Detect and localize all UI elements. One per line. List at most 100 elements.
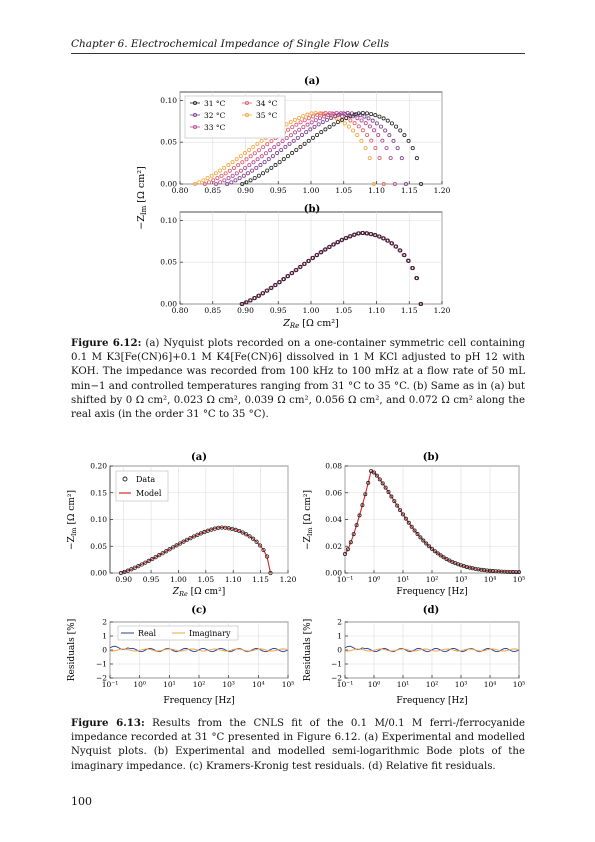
data-point [373,113,378,118]
x-axis-label: Frequency [Hz] [396,696,467,706]
x-tick-label: 10⁴ [484,680,497,689]
data-point [330,111,335,116]
data-point [150,556,155,562]
x-tick-label: 1.00 [170,575,187,584]
data-point [333,114,338,119]
data-point [250,536,256,541]
data-point [398,128,403,133]
panel-6-12-b: (b) 0.80 0.85 0.90 0.95 1.00 1.05 1.10 1.15 1.20… [160,204,450,330]
legend-6-12-a: 31 °C 32 °C 33 °C 34 °C 35 °C [184,95,286,139]
panel-label: (d) [423,605,439,616]
data-point [388,156,393,161]
data-point [256,293,261,298]
x-tick-label: 0.90 [237,306,254,315]
data-point [394,244,399,249]
data-point [398,248,403,253]
data-point [268,148,273,153]
data-point [277,280,282,285]
y-tick-label: 0 [337,646,342,655]
data-point [312,124,317,129]
data-point [309,111,314,116]
data-point [275,151,280,156]
y-axis-label: Residuals [%] [303,619,313,681]
data-point [364,111,369,116]
data-point [264,554,270,559]
data-point [248,154,253,159]
x-tick-label: 1.00 [303,186,320,195]
y-tick-label: 2 [102,618,107,627]
data-point [409,524,414,529]
y-tick-label: −2 [96,674,107,683]
data-point [384,145,389,150]
data-point [348,114,353,119]
figure-6-12-caption: Figure 6.12: (a) Nyquist plots recorded … [71,336,525,422]
data-point [427,544,432,549]
data-point [351,128,356,133]
data-point [317,116,322,121]
data-point [298,144,303,149]
legend-real-label: Real [138,629,157,638]
y-tick-label: −1 [96,660,107,669]
data-point [252,296,257,301]
data-point [219,173,224,178]
data-point [364,231,369,236]
x-tick-label: 1.20 [280,575,297,584]
legend-6-13-c: Real Imaginary [117,625,239,641]
caption-label: Figure 6.12: [71,337,142,349]
data-point [369,112,374,117]
y-tick-label: 0.04 [325,515,342,524]
x-tick-label: 10⁰ [368,575,381,584]
data-point [335,240,340,245]
data-point [205,176,210,181]
legend-marker [193,113,198,118]
data-point [255,141,260,146]
legend-label: 31 °C [204,99,226,108]
data-point [211,178,216,183]
data-point [245,171,250,176]
data-point [377,477,382,482]
data-point [391,138,396,143]
data-point [374,473,379,478]
data-point [257,543,263,548]
data-point [373,233,378,238]
data-point [254,165,259,170]
data-point [363,146,368,151]
chapter-header: Chapter 6. Electrochemical Impedance of … [71,38,525,54]
data-point [301,114,306,119]
x-tick-label: 10⁻¹ [102,680,119,689]
x-tick-label: 0.85 [204,306,221,315]
x-tick-label: 1.05 [335,306,352,315]
y-tick-label: 0.00 [160,180,177,189]
y-tick-label: 0.00 [325,569,342,578]
data-point [201,178,206,183]
data-point [340,117,345,122]
data-point [247,163,252,168]
data-point [218,180,223,185]
x-tick-label: 10⁻¹ [337,575,354,584]
data-point [205,528,210,533]
data-point [337,112,342,117]
x-tick-label: 1.10 [368,306,385,315]
data-point [259,154,264,159]
x-tick-label: 1.00 [303,306,320,315]
data-point [370,118,375,123]
data-point [403,516,408,521]
data-point [371,470,376,475]
data-point [153,554,158,560]
data-point [242,151,247,156]
data-point [354,523,359,528]
data-point [240,301,245,306]
data-point [369,232,374,237]
caption-text: (a) Nyquist plots recorded on a one-cont… [71,338,525,421]
data-point [231,165,236,170]
data-point [363,121,368,126]
legend-label: 35 °C [256,111,278,120]
data-point [435,551,440,556]
x-tick-label: 10² [193,680,206,689]
legend-marker [245,100,250,105]
data-point [360,128,365,133]
y-tick-label: 0.10 [90,515,107,524]
legend-imag-label: Imaginary [189,629,231,638]
data-point [389,241,394,246]
data-point [345,547,350,552]
